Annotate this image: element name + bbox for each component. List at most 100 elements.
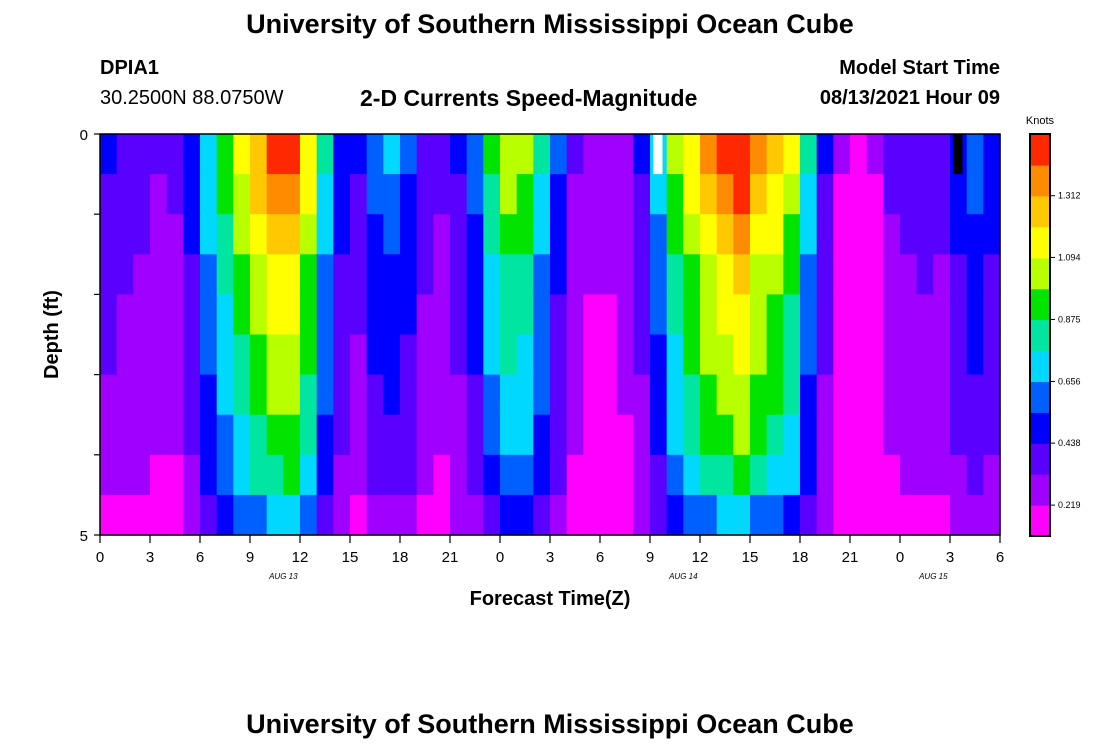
- heatmap-cell: [100, 214, 118, 255]
- heatmap-cell: [116, 454, 134, 496]
- heatmap-cell: [116, 494, 134, 536]
- heatmap-cell: [733, 294, 751, 336]
- station-location: 30.2500N 88.0750W: [100, 87, 284, 109]
- heatmap-cell: [150, 134, 168, 175]
- heatmap-cell: [416, 494, 434, 536]
- heatmap-cell: [300, 334, 318, 376]
- heatmap-cell: [833, 494, 851, 536]
- heatmap-cell: [283, 294, 301, 336]
- heatmap-cell: [116, 214, 134, 255]
- heatmap-cell: [616, 334, 634, 376]
- heatmap-cell: [650, 374, 668, 416]
- heatmap-cell: [700, 374, 718, 416]
- heatmap-cell: [950, 174, 968, 215]
- heatmap-cell: [466, 134, 484, 175]
- heatmap-cell: [816, 134, 834, 175]
- station-id: DPIA1: [100, 57, 159, 79]
- heatmap-cell: [133, 214, 151, 255]
- heatmap-cell: [666, 294, 684, 336]
- heatmap-cell: [866, 334, 884, 376]
- heatmap-cell: [916, 214, 934, 255]
- flagged-cell: [653, 134, 663, 175]
- heatmap-cell: [466, 334, 484, 376]
- heatmap-cell: [800, 374, 818, 416]
- heatmap-cell: [650, 334, 668, 376]
- heatmap-cell: [416, 414, 434, 456]
- heatmap-cell: [366, 494, 384, 536]
- heatmap-cell: [366, 174, 384, 215]
- heatmap-cell: [316, 294, 334, 336]
- heatmap-cell: [666, 494, 684, 536]
- heatmap-cell: [216, 134, 234, 175]
- heatmap-cell: [150, 334, 168, 376]
- heatmap-cell: [650, 254, 668, 295]
- heatmap-cell: [150, 494, 168, 536]
- heatmap-cell: [566, 214, 584, 255]
- heatmap-cell: [366, 134, 384, 175]
- heatmap-cell: [200, 294, 218, 336]
- heatmap-cell: [133, 454, 151, 496]
- heatmap-cell: [283, 334, 301, 376]
- heatmap-cell: [200, 414, 218, 456]
- heatmap-cell: [766, 294, 784, 336]
- heatmap-cell: [550, 414, 568, 456]
- heatmap-cell: [616, 254, 634, 295]
- heatmap-cell: [950, 414, 968, 456]
- heatmap-cell: [733, 374, 751, 416]
- heatmap-cell: [816, 334, 834, 376]
- heatmap-cell: [300, 414, 318, 456]
- heatmap-cell: [683, 294, 701, 336]
- heatmap-cell: [750, 454, 768, 496]
- heatmap-cell: [766, 414, 784, 456]
- heatmap-cell: [266, 214, 284, 255]
- heatmap-cell: [966, 374, 984, 416]
- heatmap-cell: [333, 454, 351, 496]
- heatmap-cell: [566, 494, 584, 536]
- heatmap-cell: [700, 254, 718, 295]
- heatmap-cell: [300, 254, 318, 295]
- heatmap-cell: [250, 374, 268, 416]
- heatmap-cell: [683, 334, 701, 376]
- heatmap-cell: [533, 334, 551, 376]
- heatmap-cell: [233, 334, 251, 376]
- heatmap-cell: [833, 254, 851, 295]
- heatmap-cell: [433, 214, 451, 255]
- colorbar-frame: [1029, 133, 1051, 537]
- heatmap-cell: [483, 214, 501, 255]
- heatmap-cell: [483, 134, 501, 175]
- heatmap-cell: [533, 294, 551, 336]
- heatmap-cell: [350, 374, 368, 416]
- heatmap-cell: [400, 454, 418, 496]
- heatmap-cell: [150, 254, 168, 295]
- heatmap-cell: [766, 374, 784, 416]
- date-label: AUG 15: [918, 572, 948, 581]
- colorbar-tick-label: 0.438: [1058, 438, 1081, 448]
- x-tick-label: 18: [792, 549, 809, 566]
- heatmap-cell: [233, 454, 251, 496]
- heatmap-cell: [400, 134, 418, 175]
- heatmap-cell: [550, 214, 568, 255]
- heatmap-cell: [566, 134, 584, 175]
- heatmap-cell: [683, 454, 701, 496]
- heatmap-cell: [966, 454, 984, 496]
- heatmap-cell: [100, 174, 118, 215]
- heatmap-cell: [733, 254, 751, 295]
- heatmap-cell: [900, 454, 918, 496]
- heatmap-cell: [316, 134, 334, 175]
- x-tick-label: 9: [646, 549, 654, 566]
- heatmap-cell: [183, 134, 201, 175]
- heatmap-cell: [216, 494, 234, 536]
- heatmap-cell: [500, 294, 518, 336]
- heatmap-cell: [933, 414, 951, 456]
- heatmap-cell: [883, 494, 901, 536]
- heatmap-cell: [266, 374, 284, 416]
- heatmap-cell: [200, 214, 218, 255]
- heatmap-cell: [283, 494, 301, 536]
- heatmap-cell: [533, 494, 551, 536]
- heatmap-cell: [966, 134, 984, 175]
- colorbar-segment: [1030, 350, 1050, 382]
- heatmap-cell: [933, 174, 951, 215]
- heatmap-cell: [516, 334, 534, 376]
- x-axis-label: Forecast Time(Z): [470, 588, 631, 610]
- heatmap-cell: [366, 414, 384, 456]
